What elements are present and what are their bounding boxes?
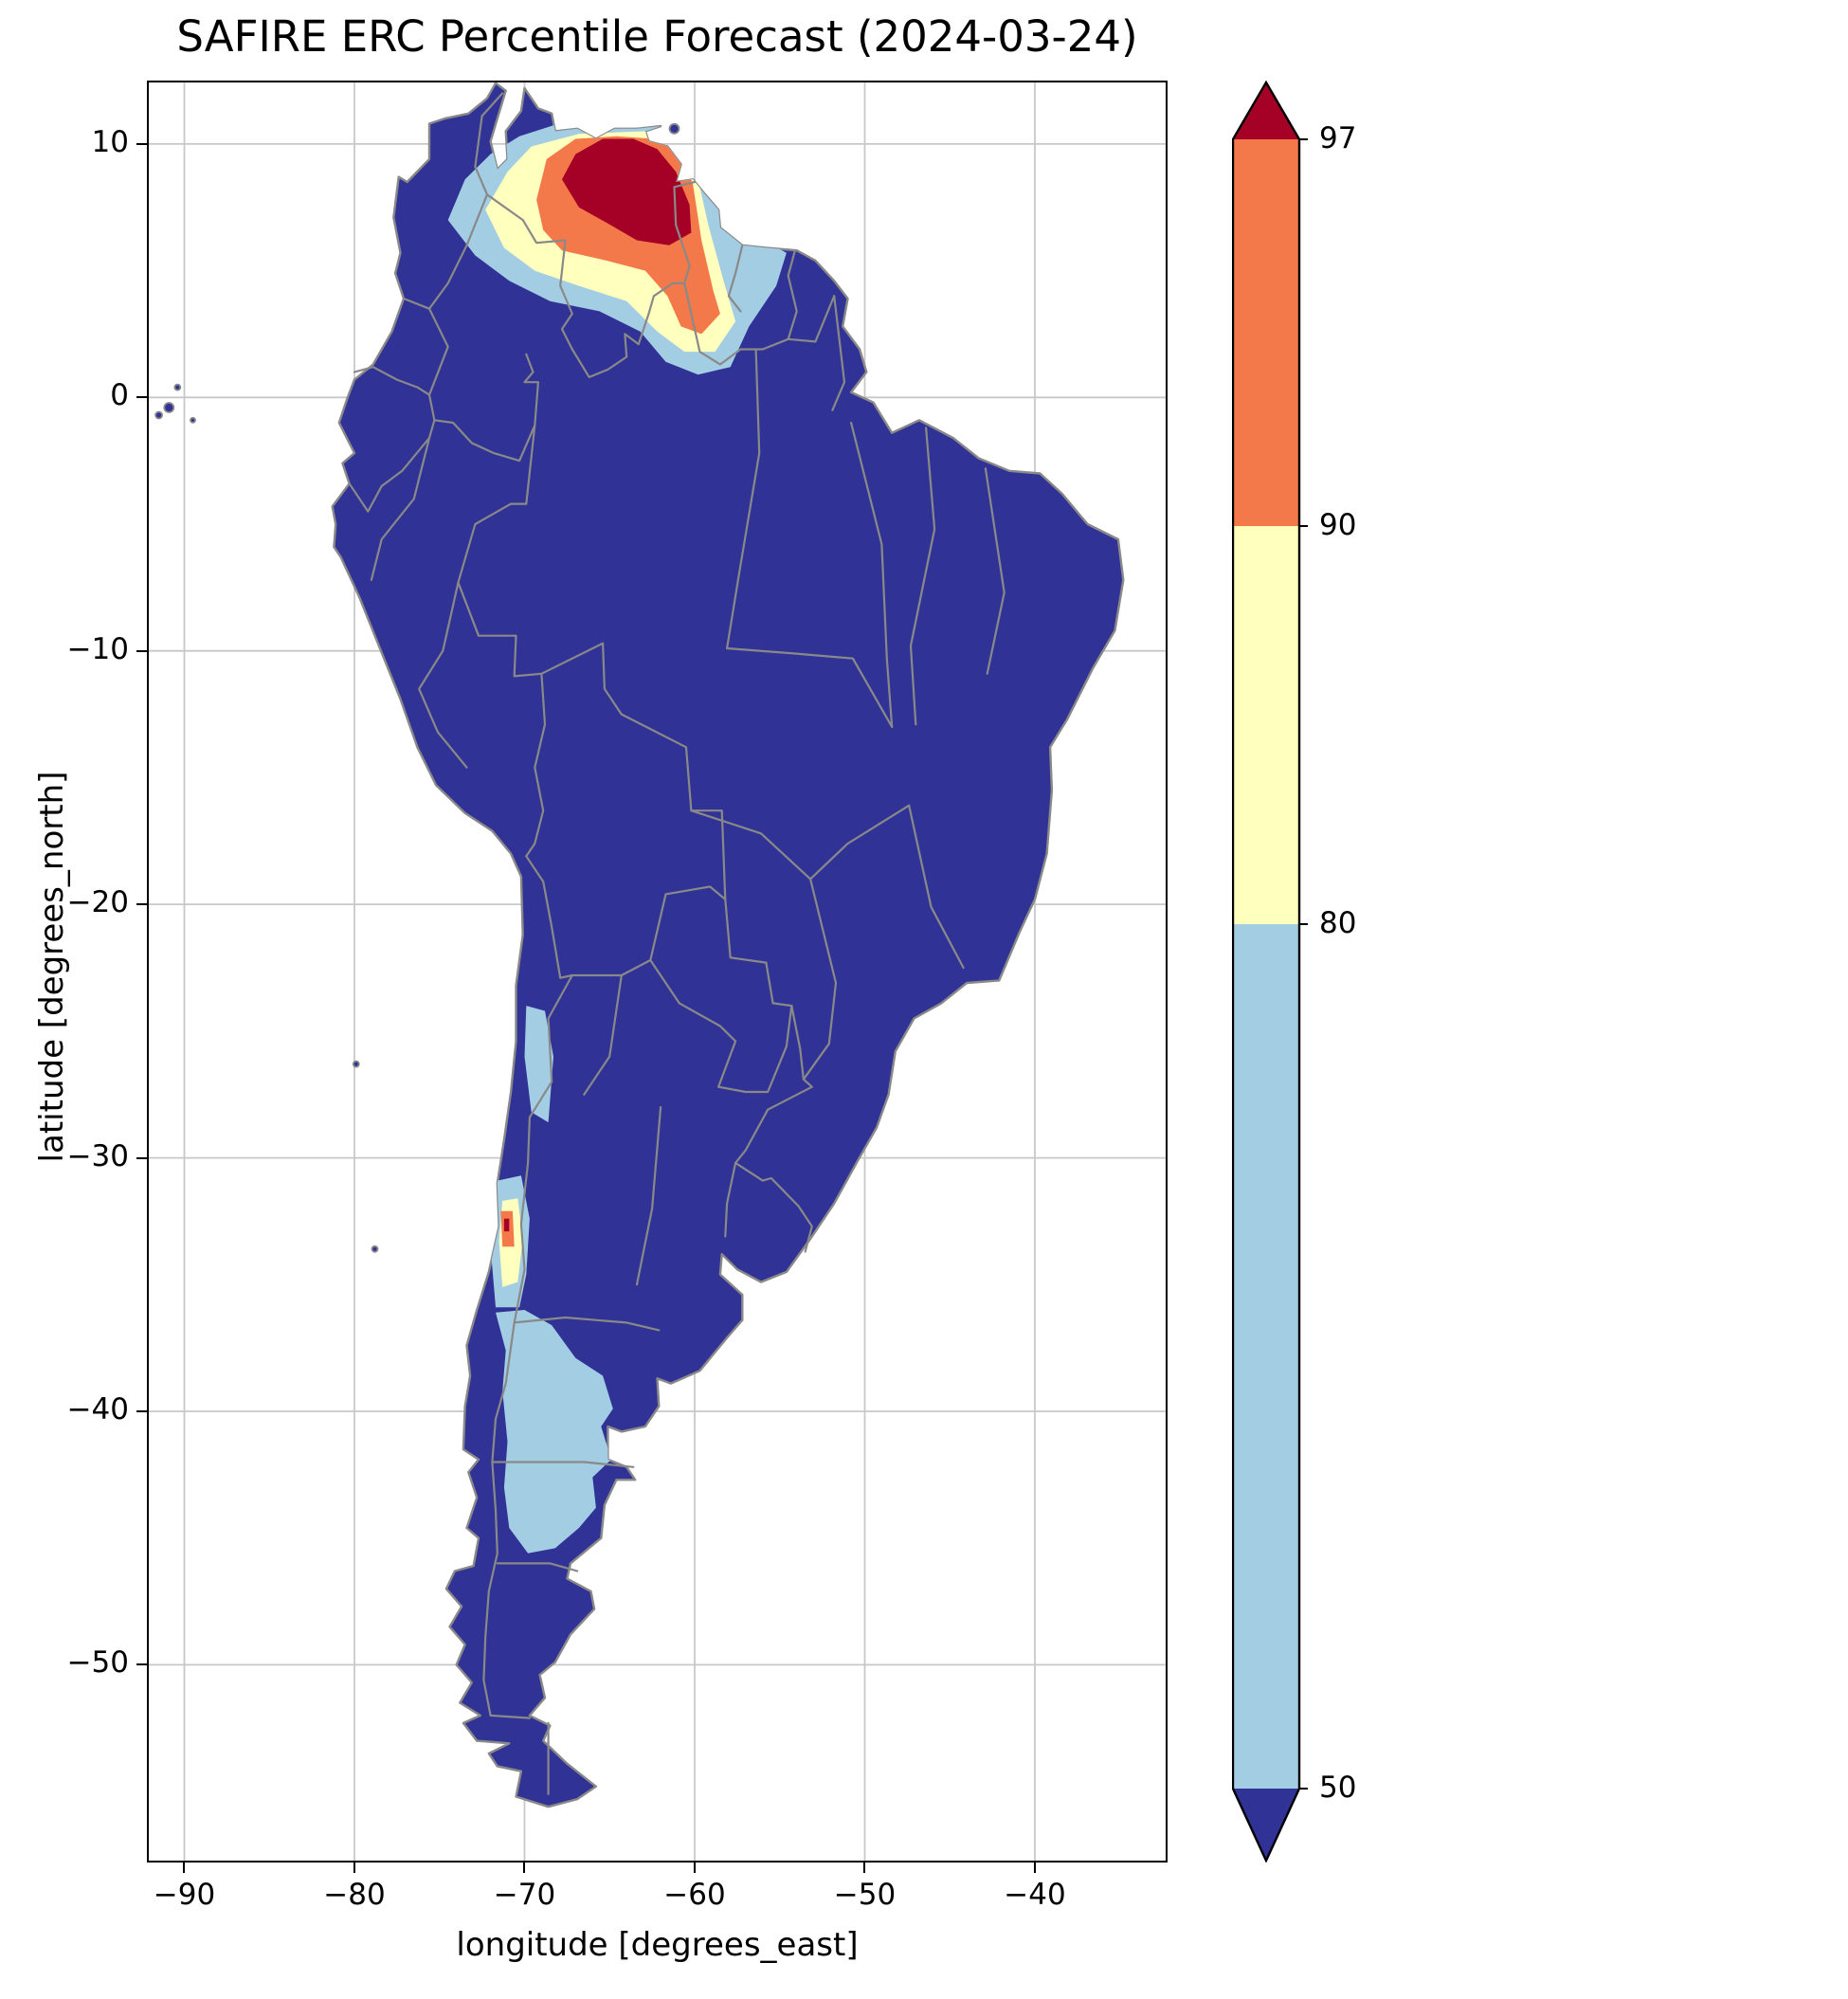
y-tick-label: −10 [66,631,129,666]
colorbar-50-80 [1233,924,1299,1789]
admin-border [725,348,761,650]
colorbar-tick-label: 97 [1319,121,1357,155]
x-tick-mark [1033,1863,1036,1873]
admin-border [496,1562,579,1572]
admin-border [909,427,936,726]
y-tick-label: −50 [66,1645,129,1681]
colorbar-over-97 [1233,82,1299,139]
admin-border [474,92,573,351]
x-tick-label: −50 [833,1878,897,1912]
admin-border [831,295,846,411]
admin-border [724,898,793,1008]
admin-border [649,958,793,1094]
y-tick-mark [136,396,147,399]
island [173,383,182,391]
admin-border [787,249,798,340]
colorbar [1232,81,1308,1863]
admin-border [727,244,744,313]
x-tick-mark [863,1863,866,1873]
colorbar-tick-label: 80 [1319,906,1357,940]
y-tick-label: −40 [66,1391,129,1427]
admin-border [673,180,697,331]
colorbar-tick-label: 50 [1319,1771,1357,1805]
admin-border [348,419,436,513]
admin-border [523,353,539,427]
x-tick-mark [693,1863,696,1873]
x-tick-mark [353,1863,355,1873]
island [352,1060,360,1068]
admin-border [402,193,489,310]
island [668,122,680,135]
admin-border [370,437,431,581]
island [190,416,196,424]
admin-border [418,581,468,769]
admin-border [583,973,623,1096]
x-tick-label: −80 [323,1878,386,1912]
region-andes-nw-argentina-50-80 [524,1006,553,1123]
admin-border [725,646,894,729]
island [163,402,175,413]
admin-border [513,1316,661,1332]
y-tick-label: −30 [66,1138,129,1173]
region-patagonia-50-80 [496,1310,613,1554]
admin-border [693,295,836,366]
x-tick-mark [183,1863,186,1873]
admin-border [353,366,436,422]
y-tick-label: 0 [110,378,129,413]
island [154,410,164,420]
x-tick-label: −60 [663,1878,726,1912]
y-tick-mark [136,142,147,145]
y-tick-mark [136,903,147,906]
colorbar-80-90 [1233,526,1299,924]
admin-border [482,973,573,1719]
admin-border [427,307,449,396]
admin-border [849,421,894,729]
y-tick-label: 10 [91,124,129,159]
region-north-over-97 [562,138,692,245]
admin-border [635,1105,662,1286]
x-tick-mark [523,1863,526,1873]
admin-borders [348,92,1006,1795]
admin-border [908,804,965,970]
x-tick-label: −40 [1004,1878,1066,1912]
y-tick-mark [136,1156,147,1159]
x-tick-label: −70 [493,1878,556,1912]
admin-border [540,642,727,900]
admin-border [433,419,543,678]
admin-border [724,1004,813,1238]
admin-border [802,878,838,1081]
y-tick-mark [136,1663,147,1666]
region-central-chile-over-97 [503,1218,510,1232]
admin-border [525,855,573,979]
x-tick-label: −90 [153,1878,216,1912]
y-axis-label: latitude [degrees_north] [33,771,71,1163]
admin-border [491,1461,635,1468]
plot-frame [147,81,1168,1863]
plot-title: SAFIRE ERC Percentile Forecast (2024-03-… [176,11,1138,62]
admin-border [571,885,727,977]
plot-area [147,81,1168,1863]
admin-border [984,467,1006,675]
island [371,1245,379,1253]
admin-border [734,1161,813,1253]
colorbar-tick-label: 90 [1319,508,1357,542]
y-tick-mark [136,1409,147,1412]
x-axis-label: longitude [degrees_east] [456,1926,859,1964]
colorbar-under-50 [1233,1789,1299,1861]
colorbar-90-97 [1233,139,1299,526]
map-svg [147,81,1168,1863]
y-tick-label: −20 [66,885,129,920]
admin-border [571,282,686,378]
admin-border [525,672,547,858]
y-tick-mark [136,649,147,652]
